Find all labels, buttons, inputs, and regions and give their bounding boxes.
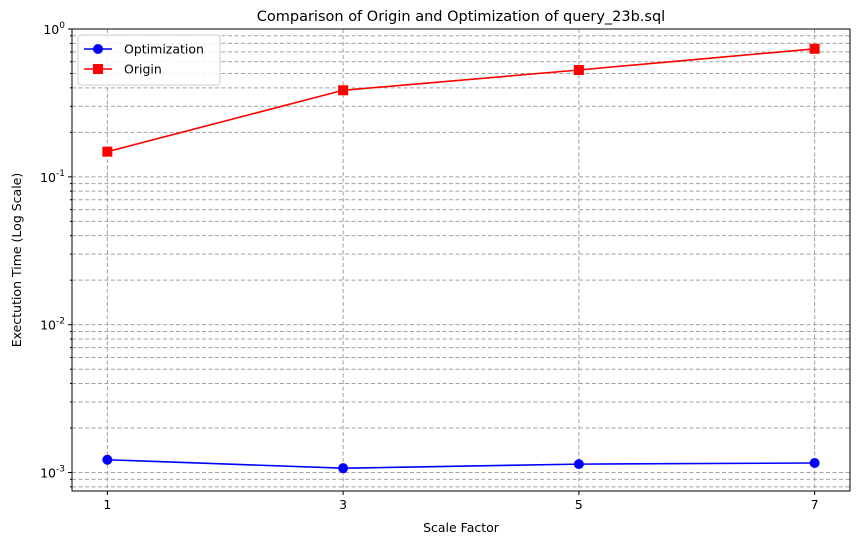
y-axis-label: Exectution Time (Log Scale) <box>9 173 24 347</box>
series-line-optimization <box>107 458 815 469</box>
x-tick-label: 3 <box>339 497 347 512</box>
x-tick-label: 1 <box>103 497 111 512</box>
chart-title: Comparison of Origin and Optimization of… <box>257 9 665 25</box>
x-tick-label: 5 <box>575 497 583 512</box>
legend-label-optimization: Optimization <box>124 42 204 57</box>
y-axis-ticks: 10-3 10-2 10-1 100 <box>40 21 72 488</box>
x-tick-label: 7 <box>811 497 819 512</box>
legend-marker-origin <box>93 64 103 74</box>
data-point-optimization <box>573 459 584 470</box>
data-point-optimization <box>338 463 349 474</box>
minor-grid <box>72 35 850 488</box>
legend-frame <box>77 34 221 86</box>
y-tick-label: 10-2 <box>40 317 65 333</box>
y-tick-label: 10-1 <box>40 169 65 185</box>
major-grid <box>72 28 850 491</box>
plot-frame <box>71 28 851 492</box>
series-markers <box>102 43 820 474</box>
data-point-origin <box>573 65 584 76</box>
legend-marker-optimization <box>93 44 103 54</box>
x-axis-label: Scale Factor <box>423 520 500 535</box>
y-tick-label: 100 <box>43 21 65 37</box>
series-line-origin <box>107 47 815 153</box>
legend-label-origin: Origin <box>124 62 162 77</box>
y-tick-label: 10-3 <box>40 465 65 481</box>
series-lines <box>107 47 815 469</box>
data-point-origin <box>102 146 113 157</box>
data-point-origin <box>809 43 820 54</box>
data-point-origin <box>338 85 349 96</box>
data-point-optimization <box>102 454 113 465</box>
data-point-optimization <box>809 457 820 468</box>
x-axis-ticks: 1 3 5 7 <box>103 491 819 512</box>
legend: Optimization Origin <box>77 34 221 86</box>
